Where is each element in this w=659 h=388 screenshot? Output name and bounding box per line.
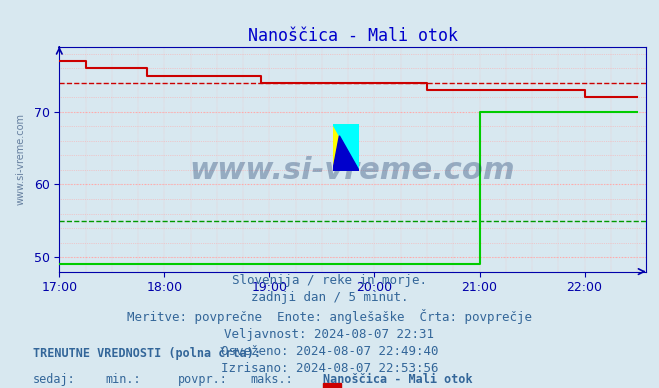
Text: min.:: min.:	[105, 373, 141, 386]
Text: Nanoščica - Mali otok: Nanoščica - Mali otok	[323, 373, 473, 386]
Text: povpr.:: povpr.:	[178, 373, 228, 386]
Title: Nanoščica - Mali otok: Nanoščica - Mali otok	[248, 27, 457, 45]
Text: TRENUTNE VREDNOSTI (polna črta):: TRENUTNE VREDNOSTI (polna črta):	[33, 347, 261, 360]
Text: www.si-vreme.com: www.si-vreme.com	[190, 156, 515, 185]
Bar	[323, 383, 341, 388]
Text: Slovenija / reke in morje.
zadnji dan / 5 minut.
Meritve: povprečne  Enote: angl: Slovenija / reke in morje. zadnji dan / …	[127, 274, 532, 375]
Polygon shape	[333, 124, 359, 171]
Text: maks.:: maks.:	[250, 373, 293, 386]
Text: sedaj:: sedaj:	[33, 373, 76, 386]
Polygon shape	[333, 136, 359, 171]
Text: www.si-vreme.com: www.si-vreme.com	[16, 113, 26, 205]
